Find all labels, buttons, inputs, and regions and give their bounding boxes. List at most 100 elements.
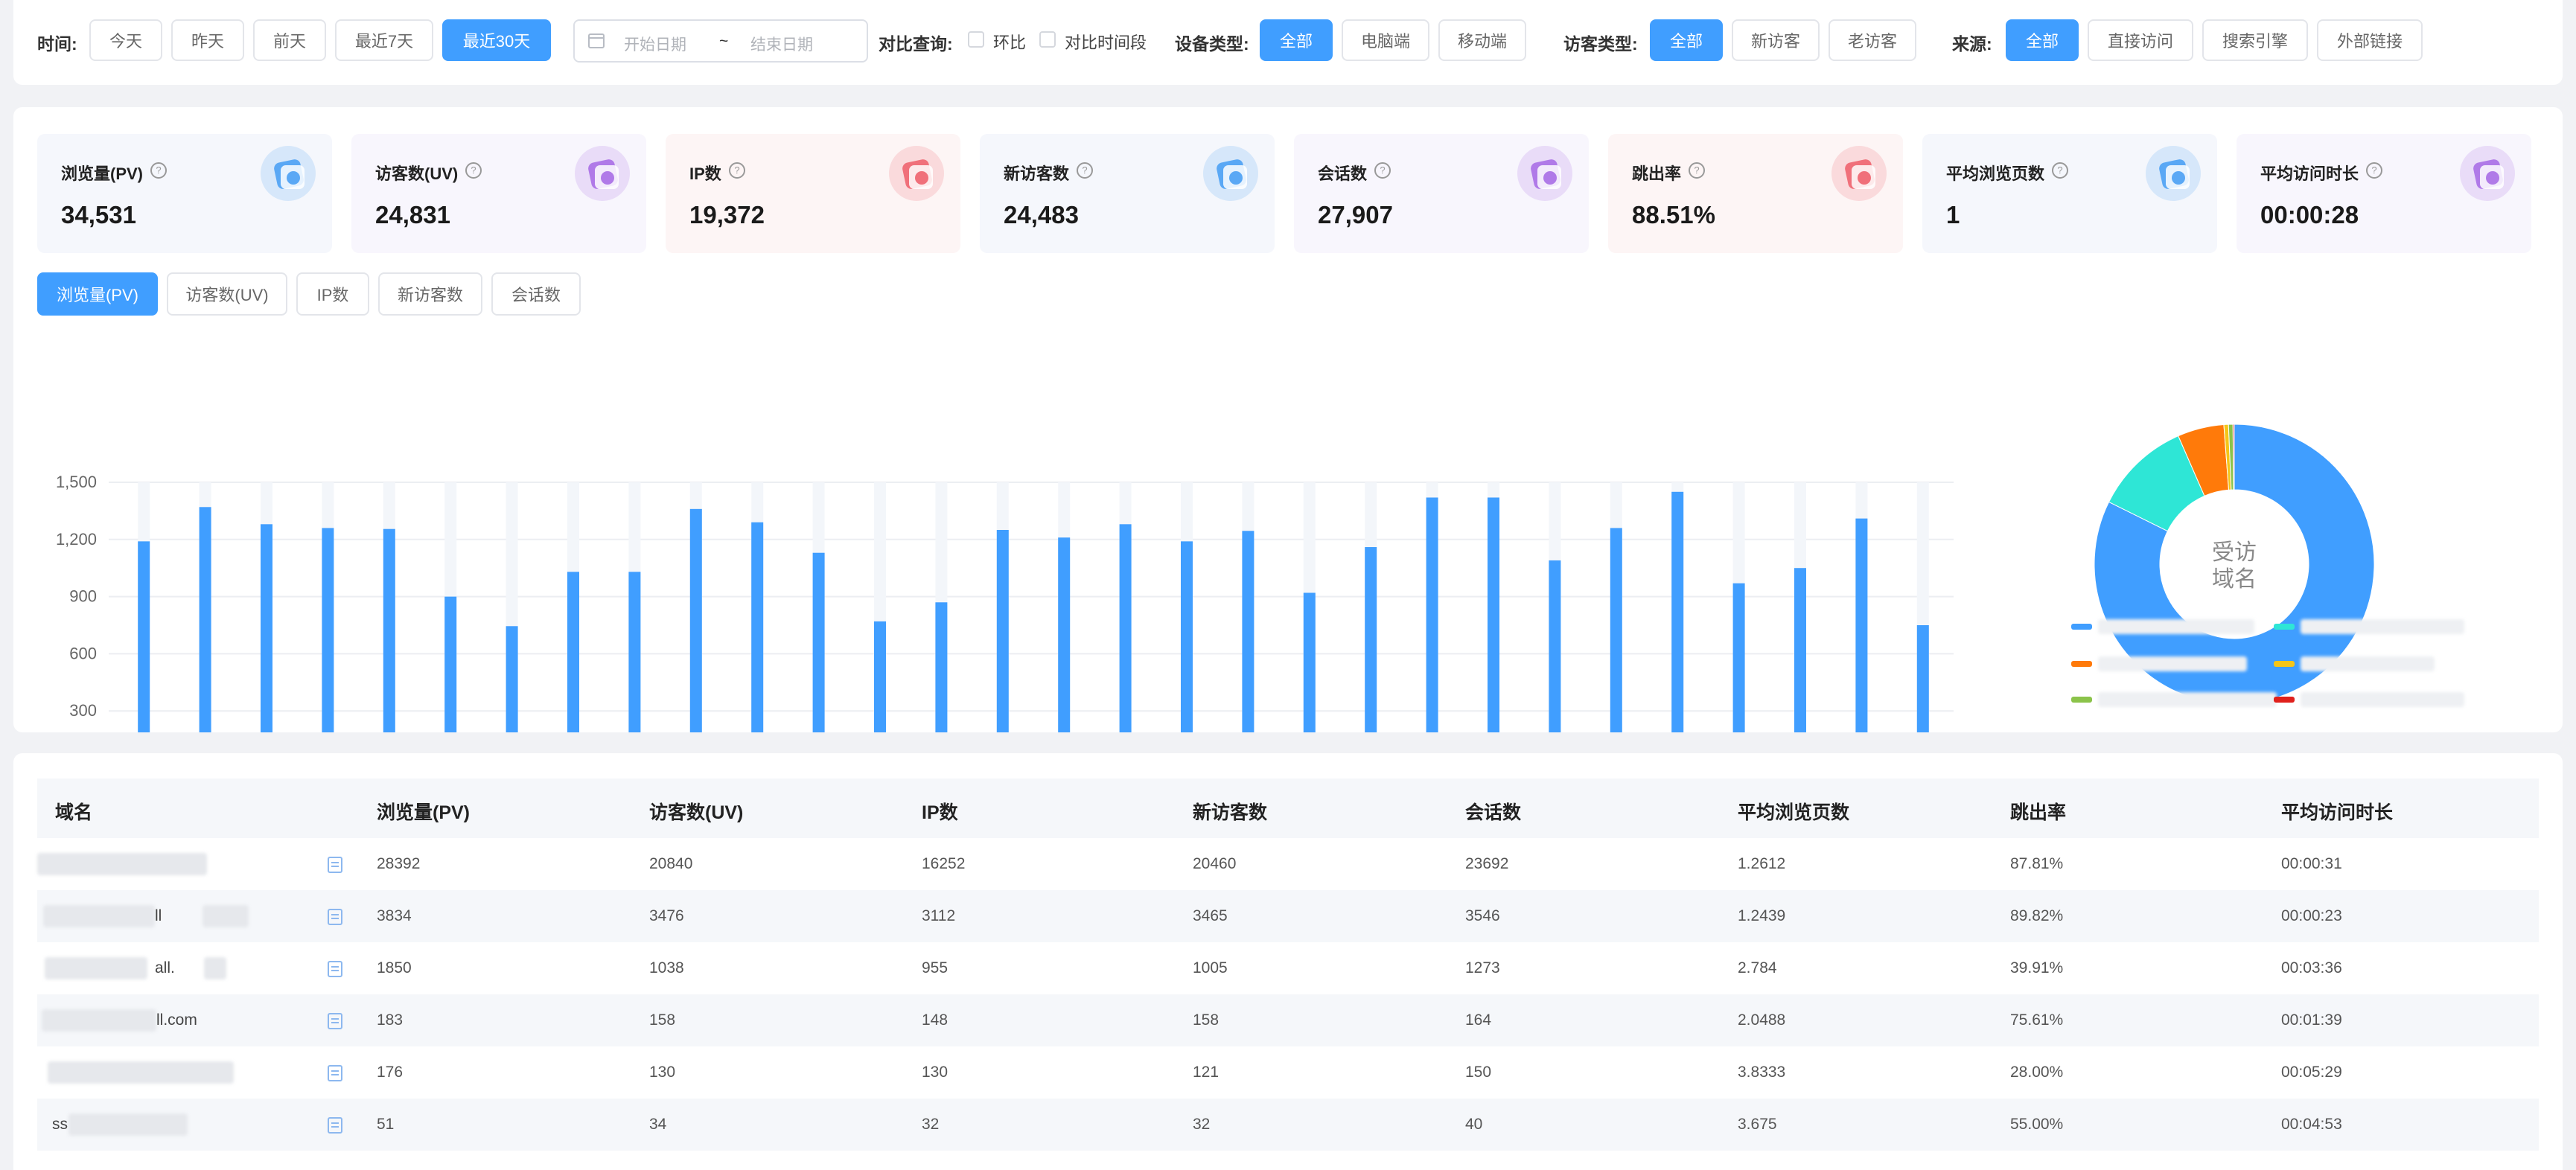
start-date-input[interactable]: 开始日期 [624, 36, 686, 54]
legend-label[interactable] [2098, 619, 2254, 634]
help-icon[interactable]: ? [729, 162, 745, 179]
compare-mom-checkbox[interactable] [968, 31, 984, 48]
cell-ip: 16252 [922, 855, 966, 872]
bar [1732, 583, 1745, 732]
time-7days-button[interactable]: 最近7天 [335, 19, 433, 61]
cell-sess: 40 [1465, 1116, 1483, 1133]
legend-swatch[interactable] [2071, 624, 2092, 630]
stat-value: 00:00:28 [2260, 201, 2359, 228]
legend-swatch[interactable] [2071, 661, 2092, 667]
cell-ip: 130 [922, 1064, 949, 1081]
header-ip: IP数 [922, 802, 958, 823]
header-avg-pages: 平均浏览页数 [1738, 802, 1850, 823]
device-all-button[interactable]: 全部 [1260, 19, 1333, 61]
cell-dur: 00:04:53 [2281, 1116, 2342, 1133]
bounce-icon [1831, 146, 1887, 201]
time-label: 时间: [37, 34, 77, 54]
bar [1671, 491, 1684, 732]
help-icon[interactable]: ? [1077, 162, 1093, 179]
cell-sess: 150 [1465, 1064, 1492, 1081]
ip-icon [889, 146, 944, 201]
source-search-button[interactable]: 搜索引擎 [2202, 19, 2308, 61]
bar [1426, 497, 1438, 732]
overview-panel: 浏览量(PV)? 34,531 访客数(UV)? 24,831 IP数? 19,372 新访… [13, 107, 2563, 732]
legend-swatch[interactable] [2071, 697, 2092, 703]
source-all-button[interactable]: 全部 [2006, 19, 2079, 61]
visitor-icon [575, 146, 630, 201]
cell-new: 3465 [1193, 907, 1228, 924]
visitor-returning-button[interactable]: 老访客 [1829, 19, 1916, 61]
table-row[interactable]: ss 51 34 32 32 40 3.675 55.00% 00:04:53 [37, 1099, 2539, 1151]
date-range-picker[interactable]: 开始日期 ~ 结束日期 [573, 19, 868, 63]
help-icon[interactable]: ? [1689, 162, 1705, 179]
legend-swatch[interactable] [2274, 661, 2295, 667]
new-visitor-icon [1203, 146, 1258, 201]
table-row[interactable]: all. 1850 1038 955 1005 1273 2.784 39.91% 00:03:… [37, 942, 2539, 994]
detail-icon[interactable] [328, 909, 342, 925]
cell-dur: 00:05:29 [2281, 1064, 2342, 1081]
time-30days-button[interactable]: 最近30天 [442, 19, 551, 61]
detail-icon[interactable] [328, 1065, 342, 1081]
bar [261, 524, 272, 732]
cell-uv: 34 [649, 1116, 667, 1133]
tab-new-visitors[interactable]: 新访客数 [378, 272, 482, 316]
bar [1242, 531, 1254, 732]
compare-period-checkbox[interactable] [1039, 31, 1056, 48]
source-external-button[interactable]: 外部链接 [2317, 19, 2423, 61]
tab-sessions[interactable]: 会话数 [491, 272, 581, 316]
help-icon[interactable]: ? [150, 162, 167, 179]
stat-value: 24,831 [375, 201, 450, 228]
stat-title: 平均访问时长 [2260, 164, 2359, 183]
help-icon[interactable]: ? [2052, 162, 2068, 179]
legend-label[interactable] [2098, 656, 2247, 671]
cell-new: 121 [1193, 1064, 1220, 1081]
device-mobile-button[interactable]: 移动端 [1438, 19, 1526, 61]
end-date-input[interactable]: 结束日期 [750, 36, 813, 54]
header-avg-duration: 平均访问时长 [2281, 802, 2394, 823]
tab-uv[interactable]: 访客数(UV) [167, 272, 287, 316]
detail-icon[interactable] [328, 1117, 342, 1134]
detail-icon[interactable] [328, 1013, 342, 1029]
help-icon[interactable]: ? [465, 162, 482, 179]
donut-center-label: 受访 [2212, 540, 2257, 566]
cell-pages: 1.2439 [1738, 907, 1786, 924]
table-row[interactable]: ll.com 183 158 148 158 164 2.0488 75.61% 00:01:3… [37, 994, 2539, 1046]
bar [1794, 568, 1806, 732]
stat-card: 平均访问时长? 00:00:28 [2237, 134, 2531, 253]
legend-swatch[interactable] [2274, 697, 2295, 703]
bar [1855, 518, 1868, 732]
cell-new: 20460 [1193, 855, 1237, 872]
table-row[interactable]: 176 130 130 121 150 3.8333 28.00% 00:05:29 [37, 1046, 2539, 1099]
domain-cell: ll.com [156, 1011, 197, 1029]
visitor-new-button[interactable]: 新访客 [1732, 19, 1820, 61]
redacted-text [42, 1009, 156, 1032]
time-yesterday-button[interactable]: 昨天 [171, 19, 244, 61]
device-pc-button[interactable]: 电脑端 [1342, 19, 1429, 61]
detail-icon[interactable] [328, 857, 342, 873]
stat-title: 会话数 [1318, 164, 1368, 183]
legend-label[interactable] [2301, 656, 2435, 671]
time-today-button[interactable]: 今天 [89, 19, 162, 61]
legend-swatch[interactable] [2274, 624, 2295, 630]
legend-label[interactable] [2301, 619, 2464, 634]
cell-new: 158 [1193, 1011, 1220, 1029]
bar [1303, 592, 1316, 732]
source-direct-button[interactable]: 直接访问 [2088, 19, 2193, 61]
stat-value: 19,372 [689, 201, 765, 228]
legend-label[interactable] [2098, 692, 2277, 707]
domain-cell: ll [155, 907, 162, 924]
cell-new: 1005 [1193, 959, 1228, 976]
cell-ip: 955 [922, 959, 949, 976]
bar [874, 621, 886, 732]
table-row[interactable]: ll 3834 3476 3112 3465 3546 1.2439 89.82% 00:00:… [37, 890, 2539, 942]
help-icon[interactable]: ? [2366, 162, 2382, 179]
tab-ip[interactable]: IP数 [296, 272, 369, 316]
time-day-before-button[interactable]: 前天 [253, 19, 326, 61]
visitor-all-button[interactable]: 全部 [1650, 19, 1723, 61]
detail-icon[interactable] [328, 961, 342, 977]
legend-label[interactable] [2301, 692, 2464, 707]
tab-pv[interactable]: 浏览量(PV) [37, 272, 158, 316]
table-row[interactable]: 28392 20840 16252 20460 23692 1.2612 87.81% 00:… [37, 838, 2539, 890]
cell-pv: 176 [377, 1064, 404, 1081]
help-icon[interactable]: ? [1374, 162, 1391, 179]
